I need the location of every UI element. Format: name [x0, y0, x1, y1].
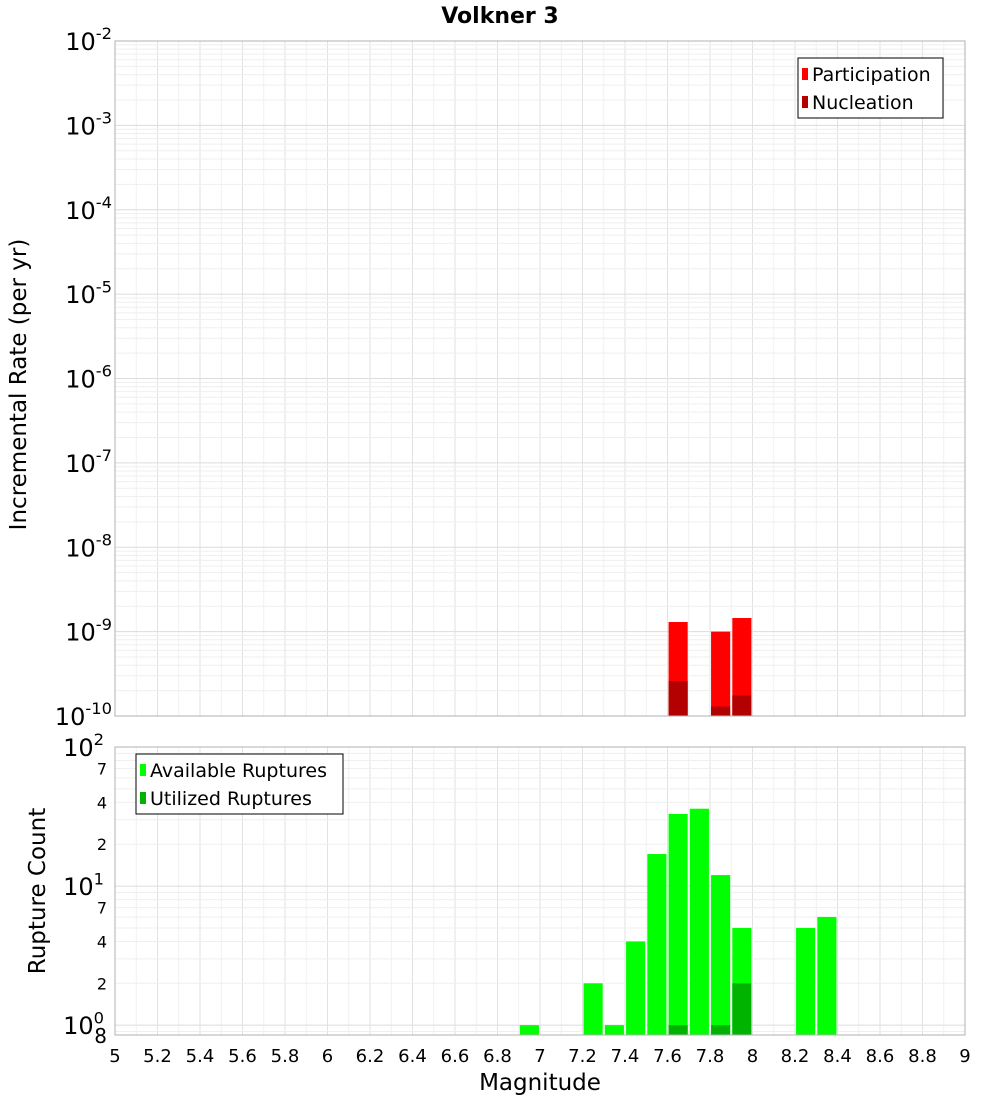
legend-label: Available Ruptures — [150, 760, 327, 782]
rate-y-ticks: 10-10 10-9 10-8 10-7 10-6 10-5 10-4 10-3 10-2 — [55, 24, 112, 731]
rate-y-axis-label: Incremental Rate (per yr) — [6, 239, 32, 531]
bar-7-95 — [732, 618, 752, 716]
x-ticks: 5 5.2 5.4 5.6 5.8 6 6.2 6.4 6.6 6.8 7 7.2 7.4 7.6 7.8 8… — [109, 1046, 970, 1067]
count-y-minor-tick-label: 2 — [97, 974, 107, 993]
rate-bars — [668, 618, 752, 716]
chart-title: Volkner 3 — [441, 4, 559, 29]
count-y-minor-tick-label: 4 — [97, 932, 107, 951]
legend-swatch — [140, 764, 146, 776]
count-y-axis-label: Rupture Count — [25, 808, 51, 974]
x-tick-label: 7 — [534, 1046, 545, 1067]
x-tick-label: 5 — [109, 1046, 120, 1067]
bar-inner-7-65 — [668, 1025, 688, 1035]
bar-7-85 — [711, 875, 731, 1035]
bar-6-95 — [519, 1025, 539, 1035]
count-y-tick-label: 100 — [63, 1008, 104, 1040]
count-y-minor-tick-label: 8 — [94, 1024, 107, 1048]
count-grid — [114, 746, 966, 1035]
x-tick-label: 8.6 — [866, 1046, 895, 1067]
bar-inner-7-85 — [711, 1025, 731, 1035]
x-tick-label: 6.8 — [483, 1046, 512, 1067]
rate-y-tick-label: 10-9 — [65, 615, 112, 647]
bar-7-85 — [711, 631, 731, 716]
legend-box — [797, 57, 944, 119]
bar-inner-7-85 — [711, 706, 731, 716]
x-tick-label: 7.4 — [611, 1046, 640, 1067]
x-tick-label: 7.8 — [696, 1046, 725, 1067]
rate-y-tick-label: 10-4 — [65, 193, 112, 225]
bar-7-45 — [626, 941, 646, 1035]
x-tick-label: 8.2 — [781, 1046, 810, 1067]
count-y-minor-tick-label: 7 — [97, 899, 107, 918]
bar-inner-7-95 — [732, 695, 752, 716]
count-legend: Available Ruptures Utilized Ruptures — [135, 753, 344, 815]
x-tick-label: 5.6 — [228, 1046, 257, 1067]
x-tick-label: 7.2 — [568, 1046, 597, 1067]
x-tick-label: 6 — [322, 1046, 333, 1067]
x-axis-label: Magnitude — [479, 1070, 601, 1096]
legend-swatch — [802, 68, 808, 80]
rate-chart-panel: 10-10 10-9 10-8 10-7 10-6 10-5 10-4 10-3 10-2 In… — [6, 24, 966, 731]
rate-y-tick-label: 10-3 — [65, 109, 112, 141]
bar-7-35 — [604, 1025, 624, 1035]
x-tick-label: 7.6 — [653, 1046, 682, 1067]
rate-y-tick-label: 10-8 — [65, 530, 112, 562]
legend-box — [135, 753, 344, 815]
count-y-minor-tick-label: 7 — [97, 760, 107, 779]
rate-plot-frame — [114, 40, 966, 717]
rate-y-tick-label: 10-7 — [65, 446, 112, 478]
rate-grid — [114, 40, 966, 717]
legend-label: Utilized Ruptures — [150, 788, 312, 810]
bar-8-25 — [796, 927, 816, 1035]
count-y-minor-tick-label: 4 — [97, 793, 107, 812]
x-tick-label: 8.4 — [823, 1046, 852, 1067]
legend-label: Participation — [812, 64, 931, 86]
bar-8-35 — [817, 916, 837, 1035]
x-tick-label: 6.6 — [441, 1046, 470, 1067]
count-bars — [519, 808, 837, 1035]
bar-7-65 — [668, 813, 688, 1035]
x-tick-label: 8 — [747, 1046, 758, 1067]
legend-label: Nucleation — [812, 92, 914, 114]
bar-inner-7-95 — [732, 983, 752, 1035]
x-tick-label: 6.2 — [356, 1046, 385, 1067]
count-y-tick-label: 101 — [63, 869, 104, 901]
bar-7-55 — [647, 854, 667, 1035]
rate-y-tick-label: 10-5 — [65, 277, 112, 309]
bar-inner-7-65 — [668, 680, 688, 716]
rate-y-tick-label: 10-2 — [65, 24, 112, 56]
x-tick-label: 5.4 — [186, 1046, 215, 1067]
x-tick-label: 6.4 — [398, 1046, 427, 1067]
bar-7-75 — [689, 808, 709, 1035]
x-tick-label: 8.8 — [908, 1046, 937, 1067]
rate-y-tick-label: 10-10 — [55, 699, 112, 731]
legend-swatch — [802, 96, 808, 108]
count-y-minor-tick-label: 2 — [97, 835, 107, 854]
x-tick-label: 5.2 — [143, 1046, 172, 1067]
count-plot-frame — [114, 746, 966, 1036]
bar-7-25 — [583, 983, 603, 1035]
count-y-tick-label: 102 — [63, 730, 104, 762]
legend-swatch — [140, 792, 146, 804]
x-tick-label: 9 — [959, 1046, 970, 1067]
rate-legend: Participation Nucleation — [797, 57, 944, 119]
x-tick-label: 5.8 — [271, 1046, 300, 1067]
rate-y-tick-label: 10-6 — [65, 362, 112, 394]
